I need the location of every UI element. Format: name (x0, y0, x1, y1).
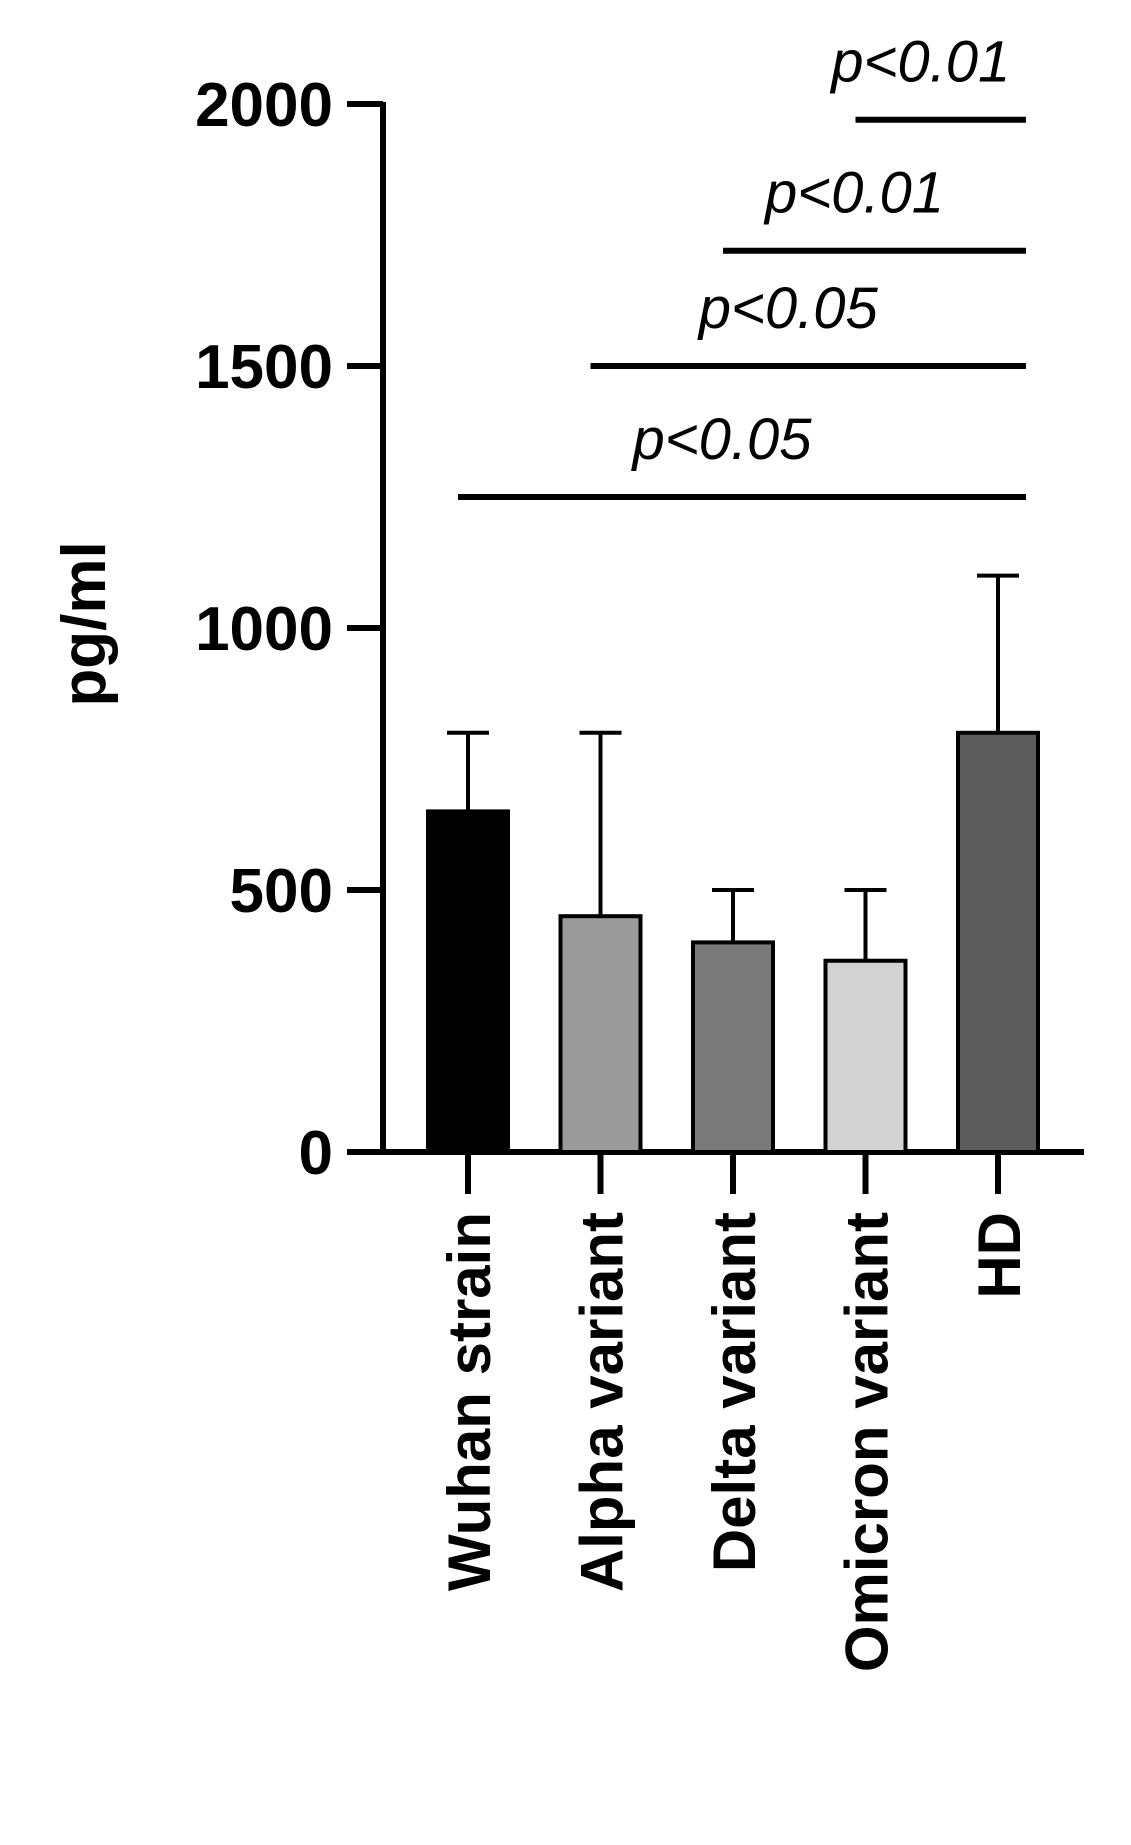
significance-label: p<0.01 (763, 161, 944, 226)
y-tick-label: 1000 (195, 595, 333, 664)
bar (823, 958, 908, 1154)
y-tick-label: 1500 (195, 333, 333, 402)
y-tick-label: 500 (230, 857, 333, 926)
significance-label: p<0.05 (630, 407, 812, 472)
x-tick-label: Alpha variant (569, 1212, 636, 1592)
significance-label: p<0.05 (697, 276, 879, 341)
significance-label: p<0.01 (829, 30, 1010, 95)
y-tick-label: 2000 (195, 71, 333, 140)
bar (691, 940, 775, 1155)
bar (426, 809, 510, 1155)
y-tick-label: 0 (299, 1119, 333, 1188)
bar (956, 730, 1040, 1154)
bar (558, 914, 643, 1155)
x-tick-label: Wuhan strain (436, 1212, 503, 1591)
x-tick-label: Omicron variant (834, 1212, 901, 1672)
y-axis-label: pg/ml (50, 541, 119, 706)
x-tick-label: HD (966, 1212, 1033, 1299)
x-tick-label: Delta variant (701, 1212, 768, 1572)
